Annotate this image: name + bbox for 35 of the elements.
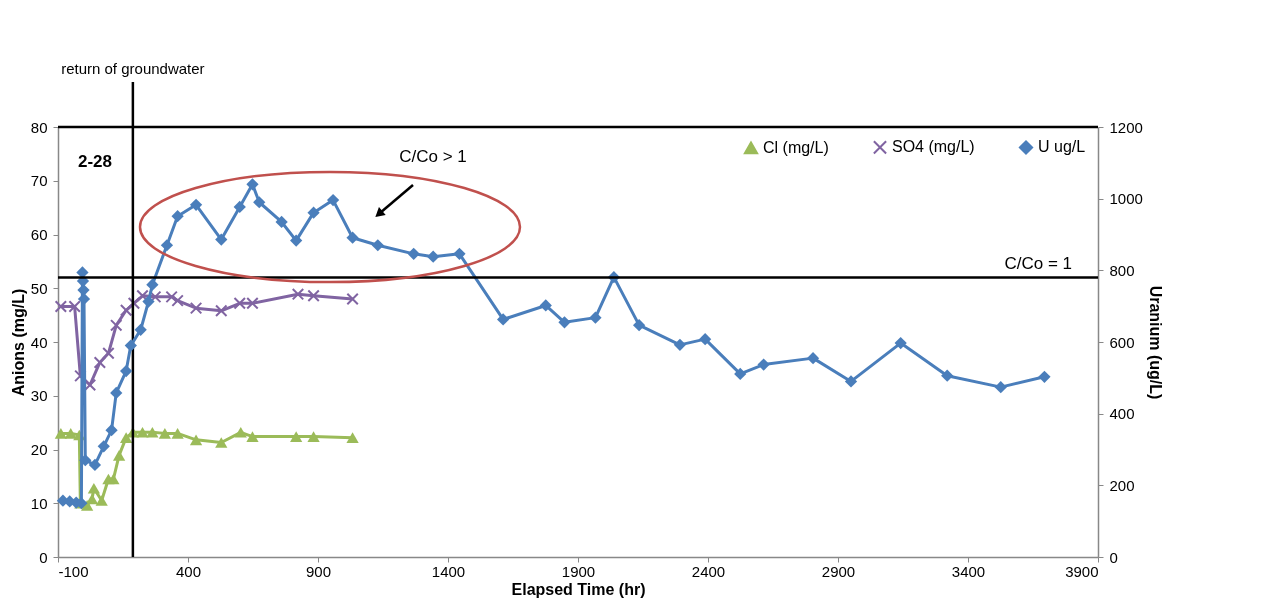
y-tick-label: 20 bbox=[30, 441, 48, 458]
annotation: C/Co > 1 bbox=[399, 147, 467, 166]
legend-label: Cl (mg/L) bbox=[763, 138, 829, 156]
y2-tick-label: 1000 bbox=[1109, 190, 1143, 208]
y2-tick-label: 600 bbox=[1109, 333, 1135, 351]
y2-tick-label: 1200 bbox=[1109, 118, 1143, 136]
y2-tick-label: 200 bbox=[1109, 476, 1135, 494]
y-tick-label: 40 bbox=[30, 333, 48, 351]
x-axis-title: Elapsed Time (hr) bbox=[511, 580, 646, 598]
y-tick-label: 60 bbox=[30, 226, 48, 243]
y-tick-label: 10 bbox=[30, 494, 48, 512]
y-tick-label: 70 bbox=[30, 172, 48, 190]
y2-tick-label: 400 bbox=[1109, 405, 1135, 423]
x-tick-label: 3900 bbox=[1065, 562, 1099, 580]
x-tick-label: 3400 bbox=[951, 562, 986, 580]
y2-tick-label: 800 bbox=[1109, 261, 1135, 279]
legend-label: SO4 (mg/L) bbox=[892, 138, 975, 156]
y-tick-label: 0 bbox=[39, 548, 48, 566]
x-tick-label: 400 bbox=[175, 562, 202, 580]
ref-line-label: return of groundwater bbox=[61, 60, 205, 77]
y-tick-label: 30 bbox=[30, 387, 48, 405]
x-tick-label: 1900 bbox=[561, 562, 596, 580]
legend-label: U ug/L bbox=[1038, 138, 1086, 156]
x-tick-label: 2400 bbox=[691, 562, 726, 580]
y2-axis-title: Uranium (ug/L) bbox=[1146, 285, 1164, 400]
annotation: C/Co = 1 bbox=[1004, 253, 1072, 273]
y-tick-label: 80 bbox=[30, 118, 48, 136]
y2-tick-label: 0 bbox=[1109, 548, 1118, 566]
x-tick-label: 1400 bbox=[431, 562, 466, 580]
annotation: 2-28 bbox=[78, 152, 113, 171]
x-tick-label: 2900 bbox=[821, 562, 856, 580]
x-tick-label: -100 bbox=[58, 562, 89, 580]
y-axis-title: Anions (mg/L) bbox=[9, 288, 27, 397]
x-tick-label: 900 bbox=[305, 562, 332, 580]
y-tick-label: 50 bbox=[30, 279, 48, 297]
